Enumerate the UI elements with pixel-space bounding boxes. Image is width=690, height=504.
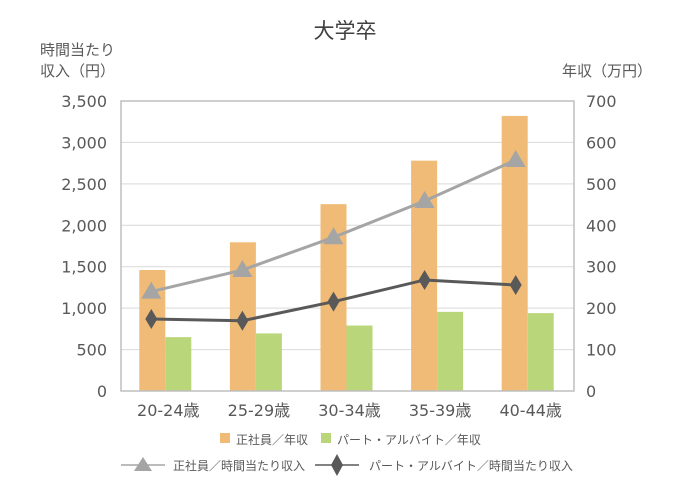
- x-tick-label: 35-39歳: [409, 401, 472, 420]
- left-tick-label: 3,500: [61, 92, 107, 111]
- diamond-marker: [327, 291, 340, 312]
- legend-swatch-regular-annual: [220, 433, 230, 443]
- left-tick-label: 2,000: [61, 216, 107, 235]
- left-tick-label: 3,000: [61, 133, 107, 152]
- right-tick-label: 300: [586, 258, 617, 277]
- x-tick-label: 20-24歳: [137, 401, 200, 420]
- diamond-marker: [509, 275, 522, 296]
- triangle-marker: [414, 191, 435, 209]
- diamond-marker: [145, 308, 158, 329]
- diamond-marker: [236, 310, 249, 331]
- legend-label: 正社員／年収: [236, 432, 308, 447]
- left-tick-label: 2,500: [61, 175, 107, 194]
- bar-parttime-annual: [437, 311, 464, 391]
- bar-parttime-annual: [165, 337, 192, 391]
- right-tick-label: 200: [586, 299, 617, 318]
- bar-parttime-annual: [527, 313, 554, 391]
- right-tick-label: 0: [586, 382, 596, 401]
- triangle-marker: [141, 281, 162, 299]
- left-tick-label: 0: [97, 382, 107, 401]
- left-tick-label: 1,500: [61, 258, 107, 277]
- bar-parttime-annual: [346, 325, 373, 391]
- chart-title: 大学卒: [314, 19, 377, 43]
- right-axis-label: 年収（万円）: [562, 62, 652, 80]
- x-tick-label: 40-44歳: [499, 401, 562, 420]
- legend-swatch-parttime-annual: [321, 433, 331, 443]
- left-tick-label: 500: [76, 341, 107, 360]
- triangle-marker: [323, 227, 344, 245]
- left-tick-label: 1,000: [61, 299, 107, 318]
- right-tick-label: 700: [586, 92, 617, 111]
- diamond-marker: [418, 269, 431, 290]
- left-axis-label-line1: 時間当たり: [40, 41, 115, 59]
- left-axis-label-line2: 収入（円）: [40, 62, 115, 80]
- triangle-marker: [232, 260, 253, 278]
- plot-area-border: [120, 100, 575, 392]
- right-tick-label: 600: [586, 133, 617, 152]
- right-tick-label: 400: [586, 216, 617, 235]
- legend-label: 正社員／時間当たり収入: [173, 458, 305, 473]
- right-tick-label: 100: [586, 341, 617, 360]
- legend-label: パート・アルバイト／年収: [337, 433, 481, 447]
- legend-diamond-marker: [331, 454, 343, 476]
- bar-parttime-annual: [255, 333, 282, 391]
- legend-label: パート・アルバイト／時間当たり収入: [369, 459, 573, 473]
- triangle-marker: [505, 149, 526, 167]
- legend-triangle-marker: [134, 457, 152, 471]
- x-tick-label: 30-34歳: [318, 401, 381, 420]
- x-tick-label: 25-29歳: [228, 401, 291, 420]
- right-tick-label: 500: [586, 175, 617, 194]
